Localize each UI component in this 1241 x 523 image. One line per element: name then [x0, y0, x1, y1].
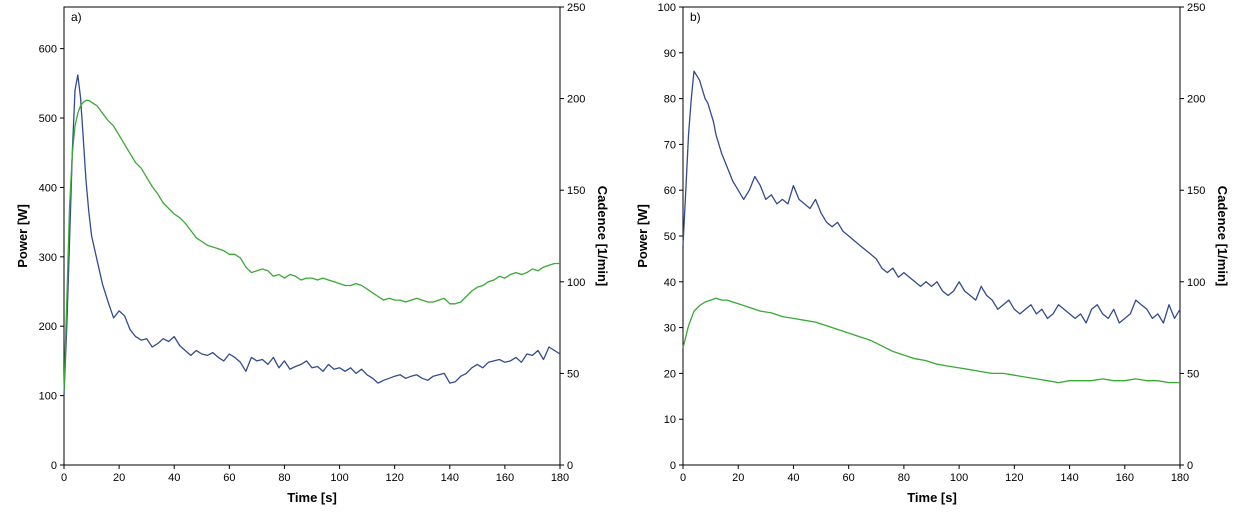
panel-b-right-tick-label: 50 — [1187, 368, 1199, 380]
panel-a-x-tick-label: 180 — [551, 472, 569, 484]
panel-a-x-tick-label: 40 — [168, 472, 180, 484]
panel-b-left-ticks: 0 10 20 30 40 50 60 70 80 90 100 — [658, 2, 683, 472]
panel-a-x-axis-title: Time [s] — [287, 490, 337, 505]
panel-b-left-tick-label: 10 — [664, 414, 676, 426]
panel-b-left-tick-label: 40 — [664, 277, 676, 289]
panel-b-power-line — [682, 70, 1181, 324]
panel-a-right-tick-label: 150 — [567, 185, 585, 197]
panel-a-x-tick-label: 100 — [330, 472, 348, 484]
panel-a-frame — [63, 6, 561, 466]
panel-a-left-tick-label: 100 — [39, 391, 57, 403]
panel-a-left-tick-label: 0 — [51, 460, 57, 472]
panel-a-left-tick-label: 600 — [39, 44, 57, 56]
panel-b-x-tick-label: 60 — [843, 472, 855, 484]
panel-a-x-tick-label: 0 — [61, 472, 67, 484]
panel-b: b) Time [s] Power [W] Cadence [1/min] 0 2… — [635, 2, 1230, 505]
panel-b-x-axis-title: Time [s] — [907, 490, 957, 505]
panel-b-left-tick-label: 0 — [670, 460, 676, 472]
panel-b-x-tick-label: 20 — [732, 472, 744, 484]
panel-a-right-tick-label: 250 — [567, 2, 585, 14]
panel-a-right-tick-label: 100 — [567, 277, 585, 289]
panel-b-right-tick-label: 200 — [1187, 94, 1205, 106]
panel-b-left-axis-title: Power [W] — [635, 204, 650, 268]
panel-b-right-tick-label: 100 — [1187, 277, 1205, 289]
panel-b-x-tick-label: 100 — [950, 472, 968, 484]
panel-b-right-tick-label: 250 — [1187, 2, 1205, 14]
panel-a-left-ticks: 0 100 200 300 400 500 600 — [39, 44, 64, 472]
panel-a-x-tick-label: 80 — [278, 472, 290, 484]
panel-b-x-tick-label: 160 — [1116, 472, 1134, 484]
panel-b-x-tick-label: 0 — [680, 472, 686, 484]
panel-a-x-tick-label: 140 — [441, 472, 459, 484]
panel-b-x-ticks: 0 20 40 60 80 100 120 140 160 180 — [680, 465, 1189, 484]
panel-a-left-axis-title: Power [W] — [15, 204, 30, 268]
panel-a-left-tick-label: 500 — [39, 113, 57, 125]
panel-b-x-tick-label: 140 — [1060, 472, 1078, 484]
panel-b-left-tick-label: 70 — [664, 139, 676, 151]
panel-a-x-tick-label: 20 — [113, 472, 125, 484]
panel-b-series — [682, 70, 1181, 384]
panel-a-left-tick-label: 200 — [39, 321, 57, 333]
panel-a-left-tick-label: 400 — [39, 182, 57, 194]
panel-b-left-tick-label: 30 — [664, 323, 676, 335]
panel-a-right-ticks: 0 50 100 150 200 250 — [560, 2, 585, 472]
panel-a-x-tick-label: 160 — [496, 472, 514, 484]
panel-b-left-tick-label: 50 — [664, 231, 676, 243]
panel-a-right-tick-label: 0 — [567, 460, 573, 472]
panel-b-left-tick-label: 100 — [658, 2, 676, 14]
panel-b-x-tick-label: 40 — [787, 472, 799, 484]
panel-b-cadence-line — [682, 297, 1180, 384]
panel-b-right-tick-label: 150 — [1187, 185, 1205, 197]
panel-b-right-tick-label: 0 — [1187, 460, 1193, 472]
panel-b-x-tick-label: 180 — [1171, 472, 1189, 484]
panel-b-x-tick-label: 120 — [1005, 472, 1023, 484]
panel-a-x-tick-label: 60 — [223, 472, 235, 484]
panel-a-right-tick-label: 50 — [567, 368, 579, 380]
panel-a-label: a) — [71, 10, 82, 24]
panel-b-left-tick-label: 80 — [664, 94, 676, 106]
panel-a-right-tick-label: 200 — [567, 94, 585, 106]
panel-b-left-tick-label: 20 — [664, 368, 676, 380]
panel-a-left-tick-label: 300 — [39, 252, 57, 264]
panel-a-right-axis-title: Cadence [1/min] — [595, 186, 610, 286]
panel-a-x-tick-label: 120 — [385, 472, 403, 484]
panel-b-left-tick-label: 60 — [664, 185, 676, 197]
panel-b-right-axis-title: Cadence [1/min] — [1215, 186, 1230, 286]
panel-b-label: b) — [690, 10, 701, 24]
panel-b-x-tick-label: 80 — [898, 472, 910, 484]
panel-a-series — [63, 74, 561, 396]
panel-b-frame — [682, 6, 1181, 466]
panel-a-cadence-line — [63, 99, 560, 392]
panel-b-right-ticks: 0 50 100 150 200 250 — [1180, 2, 1205, 472]
panel-a-power-line — [63, 74, 561, 396]
panel-b-left-tick-label: 90 — [664, 48, 676, 60]
panel-a: a) Time [s] Power [W] Cadence [1/min] 0 2… — [15, 2, 610, 505]
panel-a-x-ticks: 0 20 40 60 80 100 120 140 160 180 — [61, 465, 569, 484]
